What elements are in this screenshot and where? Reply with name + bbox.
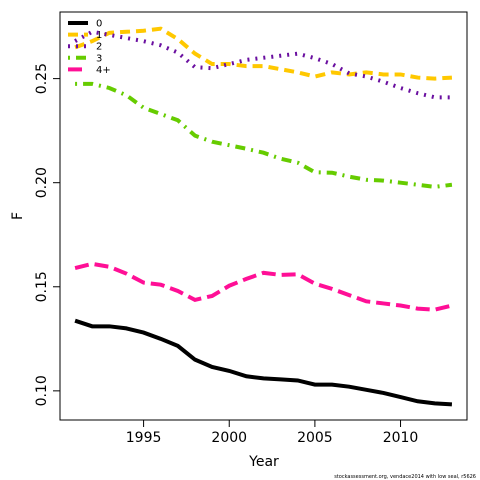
x-tick-label: 2000 <box>211 430 247 446</box>
series-line <box>74 29 452 100</box>
plot-frame <box>59 11 468 421</box>
x-tick-label: 1995 <box>126 430 162 446</box>
x-tick-label: 2010 <box>383 430 419 446</box>
series-line <box>74 318 453 407</box>
legend-label: 3 <box>96 53 102 64</box>
legend-label: 4+ <box>96 65 111 76</box>
y-tick-label: 0.10 <box>34 375 50 406</box>
x-axis-label: Year <box>248 454 279 470</box>
x-tick-label: 2005 <box>297 430 333 446</box>
y-axis-label: F <box>10 212 26 220</box>
y-tick-label: 0.15 <box>34 271 50 302</box>
y-tick-label: 0.20 <box>34 167 50 198</box>
legend-label: 2 <box>96 42 102 53</box>
series-line <box>74 26 453 81</box>
legend-label: 1 <box>96 30 102 41</box>
legend-label: 0 <box>96 19 102 30</box>
series-line <box>75 81 453 189</box>
y-tick-label: 0.25 <box>34 63 50 94</box>
series-line <box>74 261 453 312</box>
source-note: stockassessment.org, vendace2014 with lo… <box>334 474 476 480</box>
